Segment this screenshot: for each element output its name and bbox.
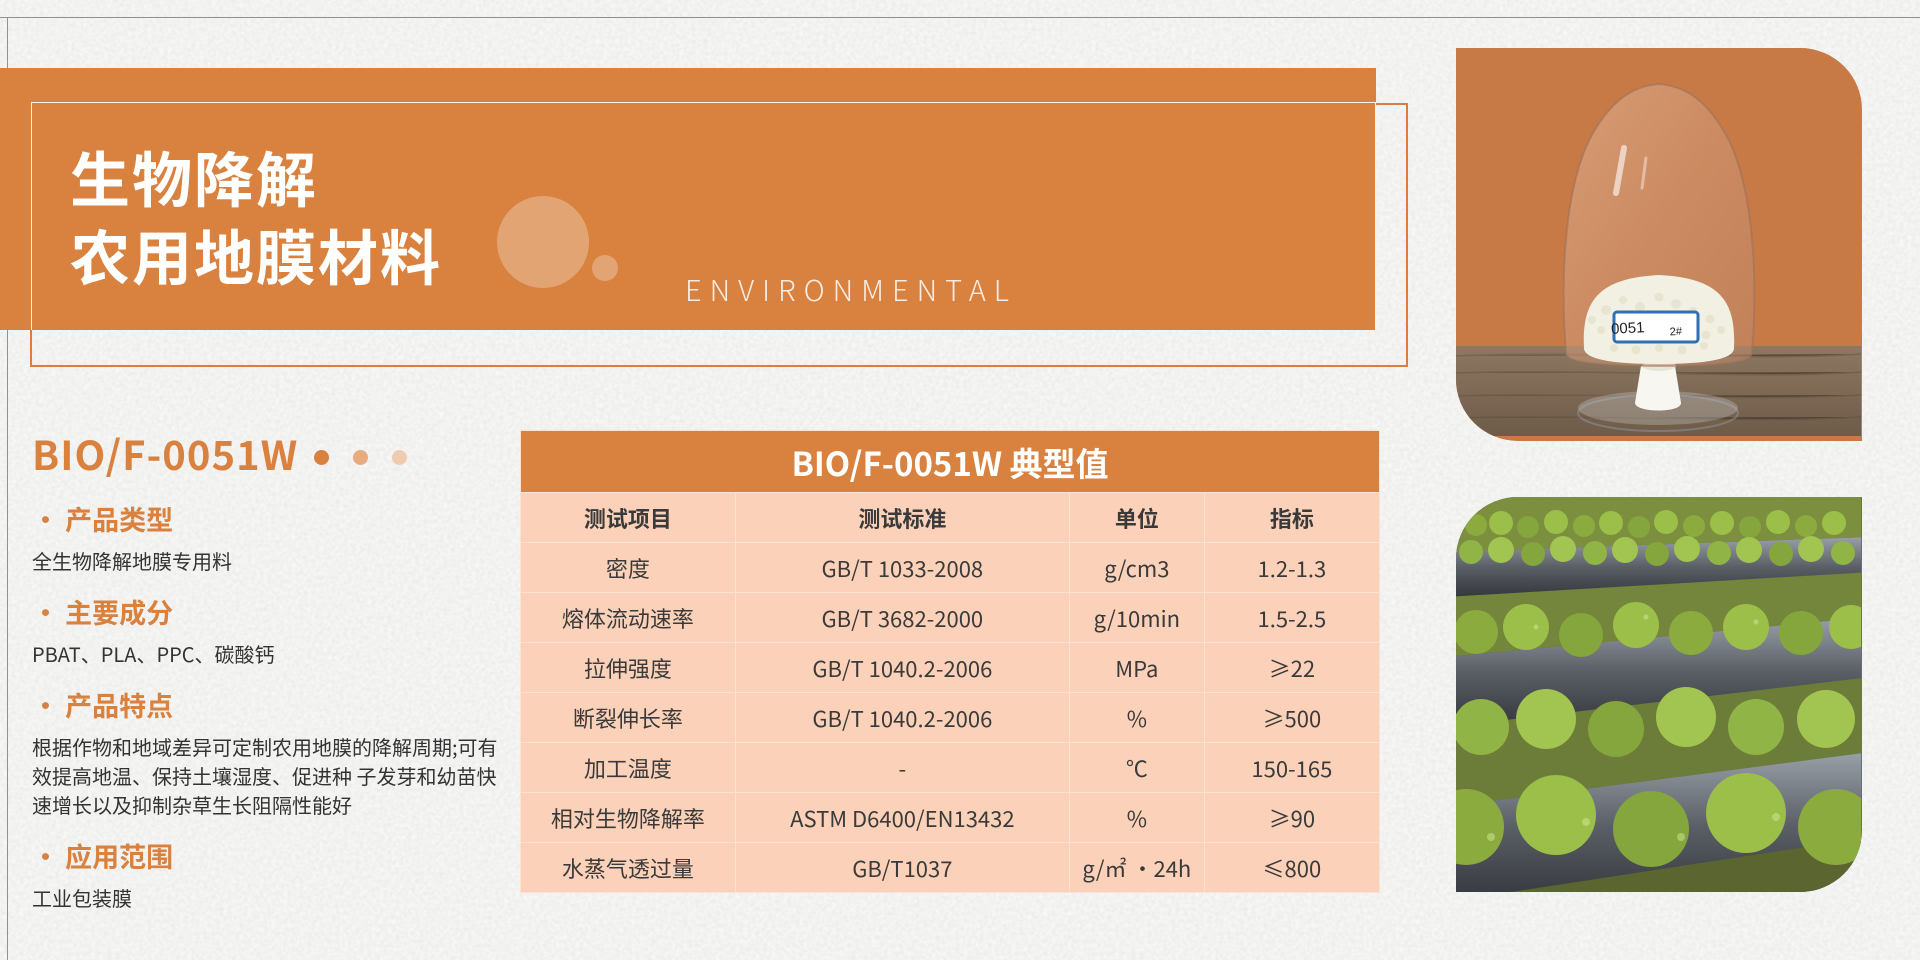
svg-text:2#: 2# — [1669, 326, 1683, 339]
svg-text:0051: 0051 — [1611, 319, 1645, 338]
